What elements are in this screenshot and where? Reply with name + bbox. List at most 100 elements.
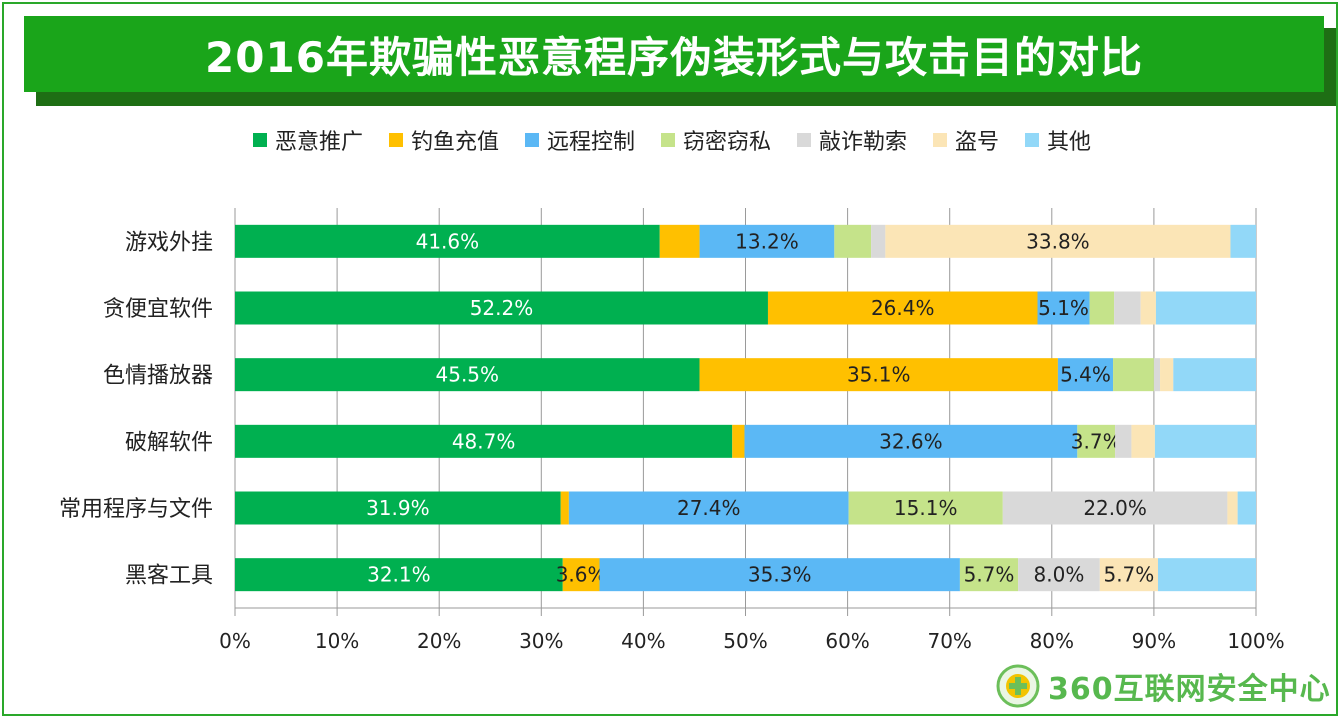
x-tick-label: 90% (1132, 629, 1176, 653)
logo-emblem-icon (996, 664, 1040, 708)
bar-segment (235, 491, 561, 525)
logo: 360互联网安全中心 (996, 664, 1331, 708)
chart-title: 2016年欺骗性恶意程序伪装形式与攻击目的对比 (205, 32, 1143, 82)
data-label: 35.3% (748, 563, 812, 587)
title-bar: 2016年欺骗性恶意程序伪装形式与攻击目的对比 (24, 16, 1324, 92)
bar-segment (1173, 358, 1256, 392)
data-label: 5.4% (1060, 363, 1111, 387)
data-label: 5.1% (1038, 296, 1089, 320)
data-label: 52.2% (470, 296, 534, 320)
bar-segment (959, 558, 1019, 592)
data-label: 8.0% (1034, 563, 1085, 587)
category-label: 贪便宜软件 (103, 297, 213, 322)
x-tick-label: 20% (417, 629, 461, 653)
data-label: 48.7% (452, 429, 516, 453)
bar-segment (235, 224, 660, 258)
legend-item: 窃密窃私 (660, 124, 771, 156)
legend-swatch (252, 133, 267, 147)
bar-segment (235, 358, 700, 392)
data-label: 31.9% (366, 496, 430, 520)
bar-segment (767, 291, 1038, 325)
bar-segment (1157, 558, 1256, 592)
legend-label: 其他 (1047, 130, 1092, 155)
x-tick-label: 40% (621, 629, 665, 653)
bar-segment (1089, 291, 1115, 325)
data-label: 41.6% (416, 229, 480, 253)
legend-label: 恶意推广 (274, 130, 363, 155)
bar-segment (1140, 291, 1156, 325)
bar-segment (699, 358, 1058, 392)
bar-segment (1230, 224, 1256, 258)
data-label: 26.4% (871, 296, 935, 320)
legend-swatch (524, 133, 539, 147)
legend-label: 盗号 (955, 130, 1000, 155)
bar-segment (885, 224, 1231, 258)
bar-segment (834, 224, 872, 258)
bar-segment (744, 424, 1078, 458)
bar-segment (1077, 424, 1116, 458)
bar-segment (1131, 424, 1155, 458)
x-tick-label: 50% (723, 629, 767, 653)
data-label: 13.2% (735, 229, 799, 253)
data-label: 32.1% (367, 563, 431, 587)
legend-item: 恶意推广 (252, 124, 363, 156)
legend-label: 远程控制 (546, 130, 635, 155)
x-tick-label: 10% (315, 629, 359, 653)
category-label: 黑客工具 (125, 564, 213, 589)
data-label: 45.5% (436, 363, 500, 387)
bar-segment (699, 224, 835, 258)
bar-segment (1160, 358, 1174, 392)
bar-segment (1154, 424, 1256, 458)
data-label: 35.1% (847, 363, 911, 387)
bar-segment (562, 558, 600, 592)
data-label: 15.1% (894, 496, 958, 520)
legend-item: 远程控制 (524, 124, 635, 156)
legend-item: 其他 (1025, 124, 1091, 156)
x-tick-label: 70% (927, 629, 971, 653)
legend-label: 窃密窃私 (682, 130, 771, 155)
bar-segment (599, 558, 960, 592)
legend-label: 钓鱼充值 (410, 130, 499, 155)
x-tick-label: 0% (219, 629, 251, 653)
data-label: 3.7% (1071, 429, 1122, 453)
bar-segment (1227, 491, 1238, 525)
data-label: 22.0% (1083, 496, 1147, 520)
bar-segment (1002, 491, 1228, 525)
chart-legend: 恶意推广 钓鱼充值 远程控制 窃密窃私 敲诈勒索 盗号 其他 (0, 124, 1344, 156)
bar-segment (732, 424, 745, 458)
legend-item: 敲诈勒索 (797, 124, 907, 156)
bar-segment (659, 224, 700, 258)
bar-segment (1237, 491, 1256, 525)
data-label: 3.6% (556, 563, 607, 587)
data-label: 27.4% (677, 496, 741, 520)
bar-segment (568, 491, 849, 525)
x-tick-label: 80% (1030, 629, 1074, 653)
legend-swatch (933, 133, 948, 147)
x-tick-label: 100% (1227, 629, 1284, 653)
bar-segment (560, 491, 569, 525)
legend-item: 钓鱼充值 (388, 124, 499, 156)
bar-segment (235, 291, 768, 325)
bar-segment (1037, 291, 1090, 325)
x-tick-label: 30% (519, 629, 563, 653)
legend-label: 敲诈勒索 (819, 130, 908, 155)
bar-segment (1099, 558, 1158, 592)
bar-segment (1115, 424, 1132, 458)
data-label: 5.7% (964, 563, 1015, 587)
x-tick-label: 60% (825, 629, 869, 653)
bar-segment (871, 224, 886, 258)
legend-swatch (1025, 133, 1040, 147)
legend-swatch (660, 133, 675, 147)
bar-segment (848, 491, 1003, 525)
bar-segment (235, 424, 733, 458)
category-label: 色情播放器 (103, 364, 213, 389)
category-label: 破解软件 (125, 430, 213, 455)
category-label: 游戏外挂 (125, 230, 213, 255)
bar-segment (1057, 358, 1114, 392)
bar-segment (235, 558, 563, 592)
data-label: 5.7% (1103, 563, 1154, 587)
legend-item: 盗号 (933, 124, 999, 156)
bar-segment (1153, 358, 1161, 392)
